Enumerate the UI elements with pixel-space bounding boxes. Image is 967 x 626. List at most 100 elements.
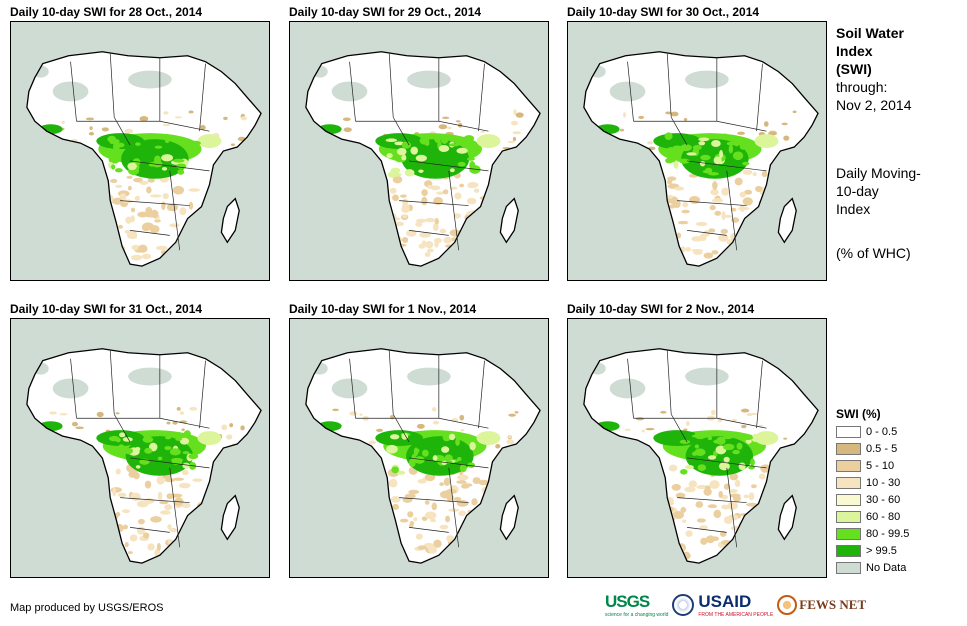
dry-speckle xyxy=(404,493,416,499)
dry-speckle xyxy=(133,472,140,480)
dry-speckle xyxy=(388,479,398,488)
dry-speckle xyxy=(127,185,132,191)
dry-speckle xyxy=(392,194,399,202)
dry-speckle xyxy=(464,525,476,530)
country-border xyxy=(670,117,688,146)
dry-speckle xyxy=(484,547,492,552)
dry-speckle xyxy=(692,251,703,255)
dry-speckle xyxy=(139,115,149,122)
dry-speckle xyxy=(343,127,352,132)
swi-overlay xyxy=(589,65,797,262)
coastline xyxy=(583,348,819,564)
dry-speckle xyxy=(150,209,159,219)
dry-speckle xyxy=(463,542,469,549)
dry-speckle xyxy=(199,504,207,511)
dry-speckle xyxy=(389,187,397,194)
legend-label: No Data xyxy=(866,561,907,574)
dry-speckle xyxy=(106,542,116,551)
map-svg xyxy=(26,51,262,267)
dry-speckle xyxy=(136,500,149,508)
wet-speckle xyxy=(713,439,724,444)
map-svg xyxy=(26,348,262,564)
dry-speckle xyxy=(745,502,758,507)
dry-speckle xyxy=(174,116,182,119)
wet-speckle xyxy=(415,448,420,453)
coastline xyxy=(220,197,240,244)
dry-speckle xyxy=(680,506,687,513)
dry-speckle xyxy=(391,233,397,241)
index-description: Daily Moving- 10-day Index xyxy=(836,164,921,218)
dry-speckle xyxy=(226,434,233,440)
wet-speckle xyxy=(467,462,475,468)
wet-speckle xyxy=(112,150,120,156)
moist-zone xyxy=(754,431,779,446)
dry-speckle xyxy=(695,221,708,227)
dry-speckle xyxy=(744,253,750,260)
dry-speckle xyxy=(115,412,120,415)
dry-speckle xyxy=(685,530,693,537)
dry-speckle xyxy=(121,509,131,514)
dry-speckle xyxy=(124,229,133,234)
wet-speckle xyxy=(165,435,172,440)
dry-speckle xyxy=(137,244,148,253)
coastline xyxy=(583,51,819,267)
dry-speckle xyxy=(513,109,517,116)
dry-speckle xyxy=(695,501,704,508)
madagascar-land xyxy=(221,198,240,243)
dry-speckle xyxy=(647,141,654,145)
dry-speckle xyxy=(446,535,455,543)
wet-speckle xyxy=(396,147,407,156)
dry-speckle xyxy=(741,424,747,429)
dry-speckle xyxy=(783,437,788,440)
wet-speckle xyxy=(189,140,201,146)
dry-speckle xyxy=(508,413,516,417)
dry-speckle xyxy=(156,245,168,251)
dry-speckle xyxy=(512,136,517,142)
dry-speckle xyxy=(108,220,115,225)
dry-speckle xyxy=(417,545,427,550)
index-title-line2: Index xyxy=(836,43,873,59)
coastline xyxy=(220,494,240,541)
dry-speckle xyxy=(147,178,155,183)
dry-speckle xyxy=(147,543,155,551)
dry-speckle xyxy=(467,182,479,188)
dry-speckle xyxy=(419,232,431,238)
wet-speckle xyxy=(732,449,740,455)
wet-speckle xyxy=(161,154,174,162)
wet-speckle xyxy=(694,444,700,449)
dry-speckle xyxy=(696,518,706,523)
dry-speckle xyxy=(394,251,405,260)
dry-speckle xyxy=(109,178,118,184)
wet-speckle xyxy=(385,138,398,143)
wet-speckle xyxy=(455,437,460,446)
wet-speckle xyxy=(707,455,717,460)
wet-speckle xyxy=(664,132,673,140)
dry-speckle xyxy=(730,526,743,531)
dry-speckle xyxy=(188,110,194,114)
dry-speckle xyxy=(189,406,198,411)
dry-speckle xyxy=(442,189,449,195)
dry-speckle xyxy=(400,194,407,198)
country-border xyxy=(409,230,449,236)
dry-speckle xyxy=(703,487,712,496)
wet-speckle xyxy=(161,167,168,171)
dry-speckle xyxy=(710,188,719,196)
wet-speckle xyxy=(172,158,185,163)
wet-speckle xyxy=(165,139,170,143)
wet-speckle xyxy=(686,152,697,156)
dry-speckle xyxy=(368,440,377,445)
country-border xyxy=(113,414,131,443)
legend-swatch xyxy=(836,561,861,574)
dry-speckle xyxy=(397,253,405,258)
country-border xyxy=(409,457,489,469)
dry-speckle xyxy=(739,204,745,212)
dry-speckle xyxy=(137,518,145,525)
wet-speckle xyxy=(680,468,688,475)
dry-speckle xyxy=(125,216,133,224)
dry-speckle xyxy=(387,533,393,542)
dry-speckle xyxy=(441,116,450,119)
dry-speckle xyxy=(485,202,491,208)
dry-speckle xyxy=(439,482,445,486)
dry-speckle xyxy=(428,546,438,554)
country-border xyxy=(70,61,77,122)
